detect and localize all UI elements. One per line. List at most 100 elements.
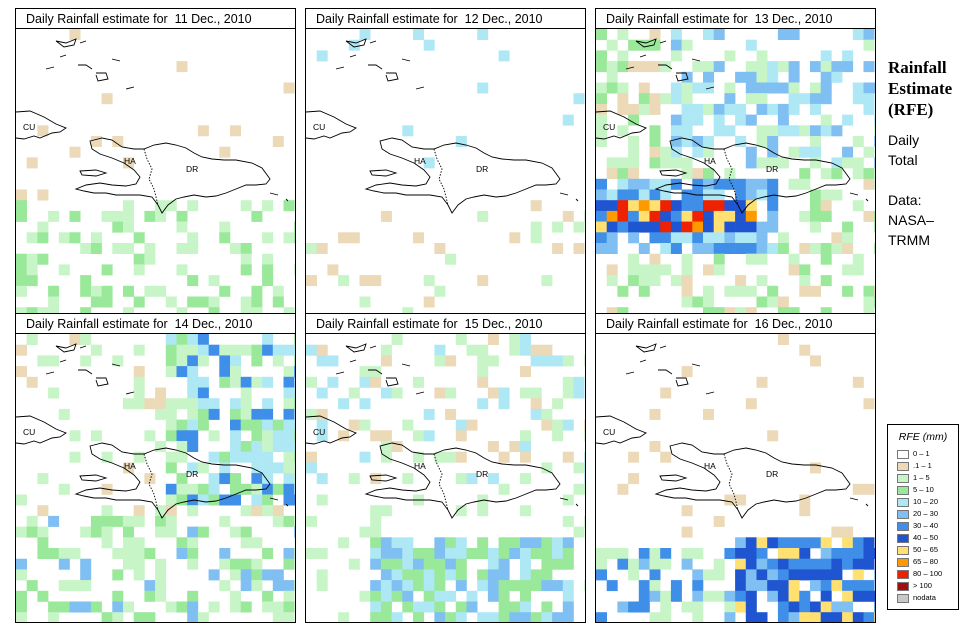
rain-cell <box>16 590 27 602</box>
rain-cell <box>498 548 510 559</box>
rain-cell <box>37 253 49 265</box>
rain-cell <box>219 451 231 463</box>
rain-cell <box>703 221 714 233</box>
rain-cell <box>327 355 339 367</box>
rain-cell <box>842 232 854 244</box>
rain-cell <box>165 344 177 356</box>
rain-cell <box>703 136 714 147</box>
rain-cell <box>735 232 747 244</box>
rain-cell <box>380 441 392 452</box>
rain-cell <box>692 580 704 592</box>
rain-cell <box>240 483 252 495</box>
rain-cell <box>359 451 371 463</box>
legend-label: 65 – 80 <box>913 557 939 566</box>
rain-cell <box>283 483 295 495</box>
rain-cell <box>820 590 832 602</box>
rain-cell <box>852 483 864 495</box>
rain-grid <box>306 29 585 317</box>
rain-cell <box>692 243 704 254</box>
rain-cell <box>660 200 672 212</box>
data-source-label: Data: <box>888 192 922 208</box>
rain-cell <box>681 157 693 169</box>
rain-cell <box>842 157 854 169</box>
rain-cell <box>48 612 60 622</box>
rain-cell <box>306 408 317 420</box>
rain-cell <box>628 569 640 581</box>
rain-cell <box>767 136 779 147</box>
rain-cell <box>692 612 704 622</box>
rain-cell <box>187 548 199 559</box>
rain-cell <box>670 275 682 287</box>
rain-cell <box>606 71 618 83</box>
rain-cell <box>48 210 60 222</box>
rain-cell <box>187 419 199 431</box>
rain-cell <box>596 189 607 201</box>
bahamas-islands <box>625 343 715 395</box>
rain-cell <box>703 285 714 297</box>
rain-cell <box>777 548 789 559</box>
rain-cell <box>724 50 736 62</box>
rain-cell <box>187 590 199 602</box>
rain-cell <box>670 82 682 94</box>
rain-cell <box>638 210 650 222</box>
rain-cell <box>262 590 274 602</box>
rain-cell <box>874 82 875 94</box>
rain-cell <box>756 189 768 201</box>
rain-cell <box>230 451 241 463</box>
rain-cell <box>230 483 241 495</box>
rain-cell <box>509 441 521 452</box>
rain-cell <box>638 580 650 592</box>
rain-cell <box>617 285 629 297</box>
rain-cell <box>144 285 156 297</box>
rain-cell <box>230 125 241 137</box>
rain-cell <box>670 50 682 62</box>
rain-cell <box>283 590 295 602</box>
rain-cell <box>681 114 693 126</box>
rain-cell <box>552 537 564 549</box>
rain-cell <box>338 275 350 287</box>
rain-cell <box>735 494 747 506</box>
rain-cell <box>562 548 574 559</box>
cuba-coast <box>306 110 357 140</box>
rain-cell <box>26 264 38 276</box>
rain-cell <box>306 243 317 254</box>
rain-cell <box>69 580 81 592</box>
rain-cell <box>874 548 875 559</box>
rain-cell <box>240 200 252 212</box>
rain-cell <box>187 344 199 356</box>
rain-cell <box>735 569 747 581</box>
rain-cell <box>380 387 392 399</box>
rain-cell <box>724 243 736 254</box>
rain-cell <box>852 590 864 602</box>
rain-cell <box>294 462 295 474</box>
rain-cell <box>713 61 725 73</box>
rain-cell <box>660 93 672 105</box>
cuba-coast <box>596 415 647 445</box>
rain-cell <box>842 61 854 73</box>
rain-cell <box>745 157 757 169</box>
rain-cell <box>638 93 650 105</box>
rain-cell <box>240 387 252 399</box>
rain-cell <box>176 61 188 73</box>
rain-cell <box>541 569 553 581</box>
rain-cell <box>552 398 564 410</box>
rain-cell <box>820 82 832 94</box>
rain-cell <box>187 526 199 538</box>
rain-cell <box>649 590 661 602</box>
rain-cell <box>756 275 768 287</box>
rain-cell <box>230 419 241 431</box>
rain-cell <box>272 462 284 474</box>
rain-cell <box>724 548 736 559</box>
rain-cell <box>359 526 371 538</box>
rain-cell <box>101 526 113 538</box>
coastlines <box>596 343 869 519</box>
rain-cell <box>724 82 736 94</box>
rain-cell <box>348 473 360 485</box>
rain-cell <box>628 253 640 265</box>
rain-cell <box>509 601 521 613</box>
rain-cell <box>692 569 704 581</box>
rain-cell <box>713 125 725 137</box>
rain-cell <box>230 243 241 254</box>
rain-cell <box>852 580 864 592</box>
rain-cell <box>359 29 371 40</box>
